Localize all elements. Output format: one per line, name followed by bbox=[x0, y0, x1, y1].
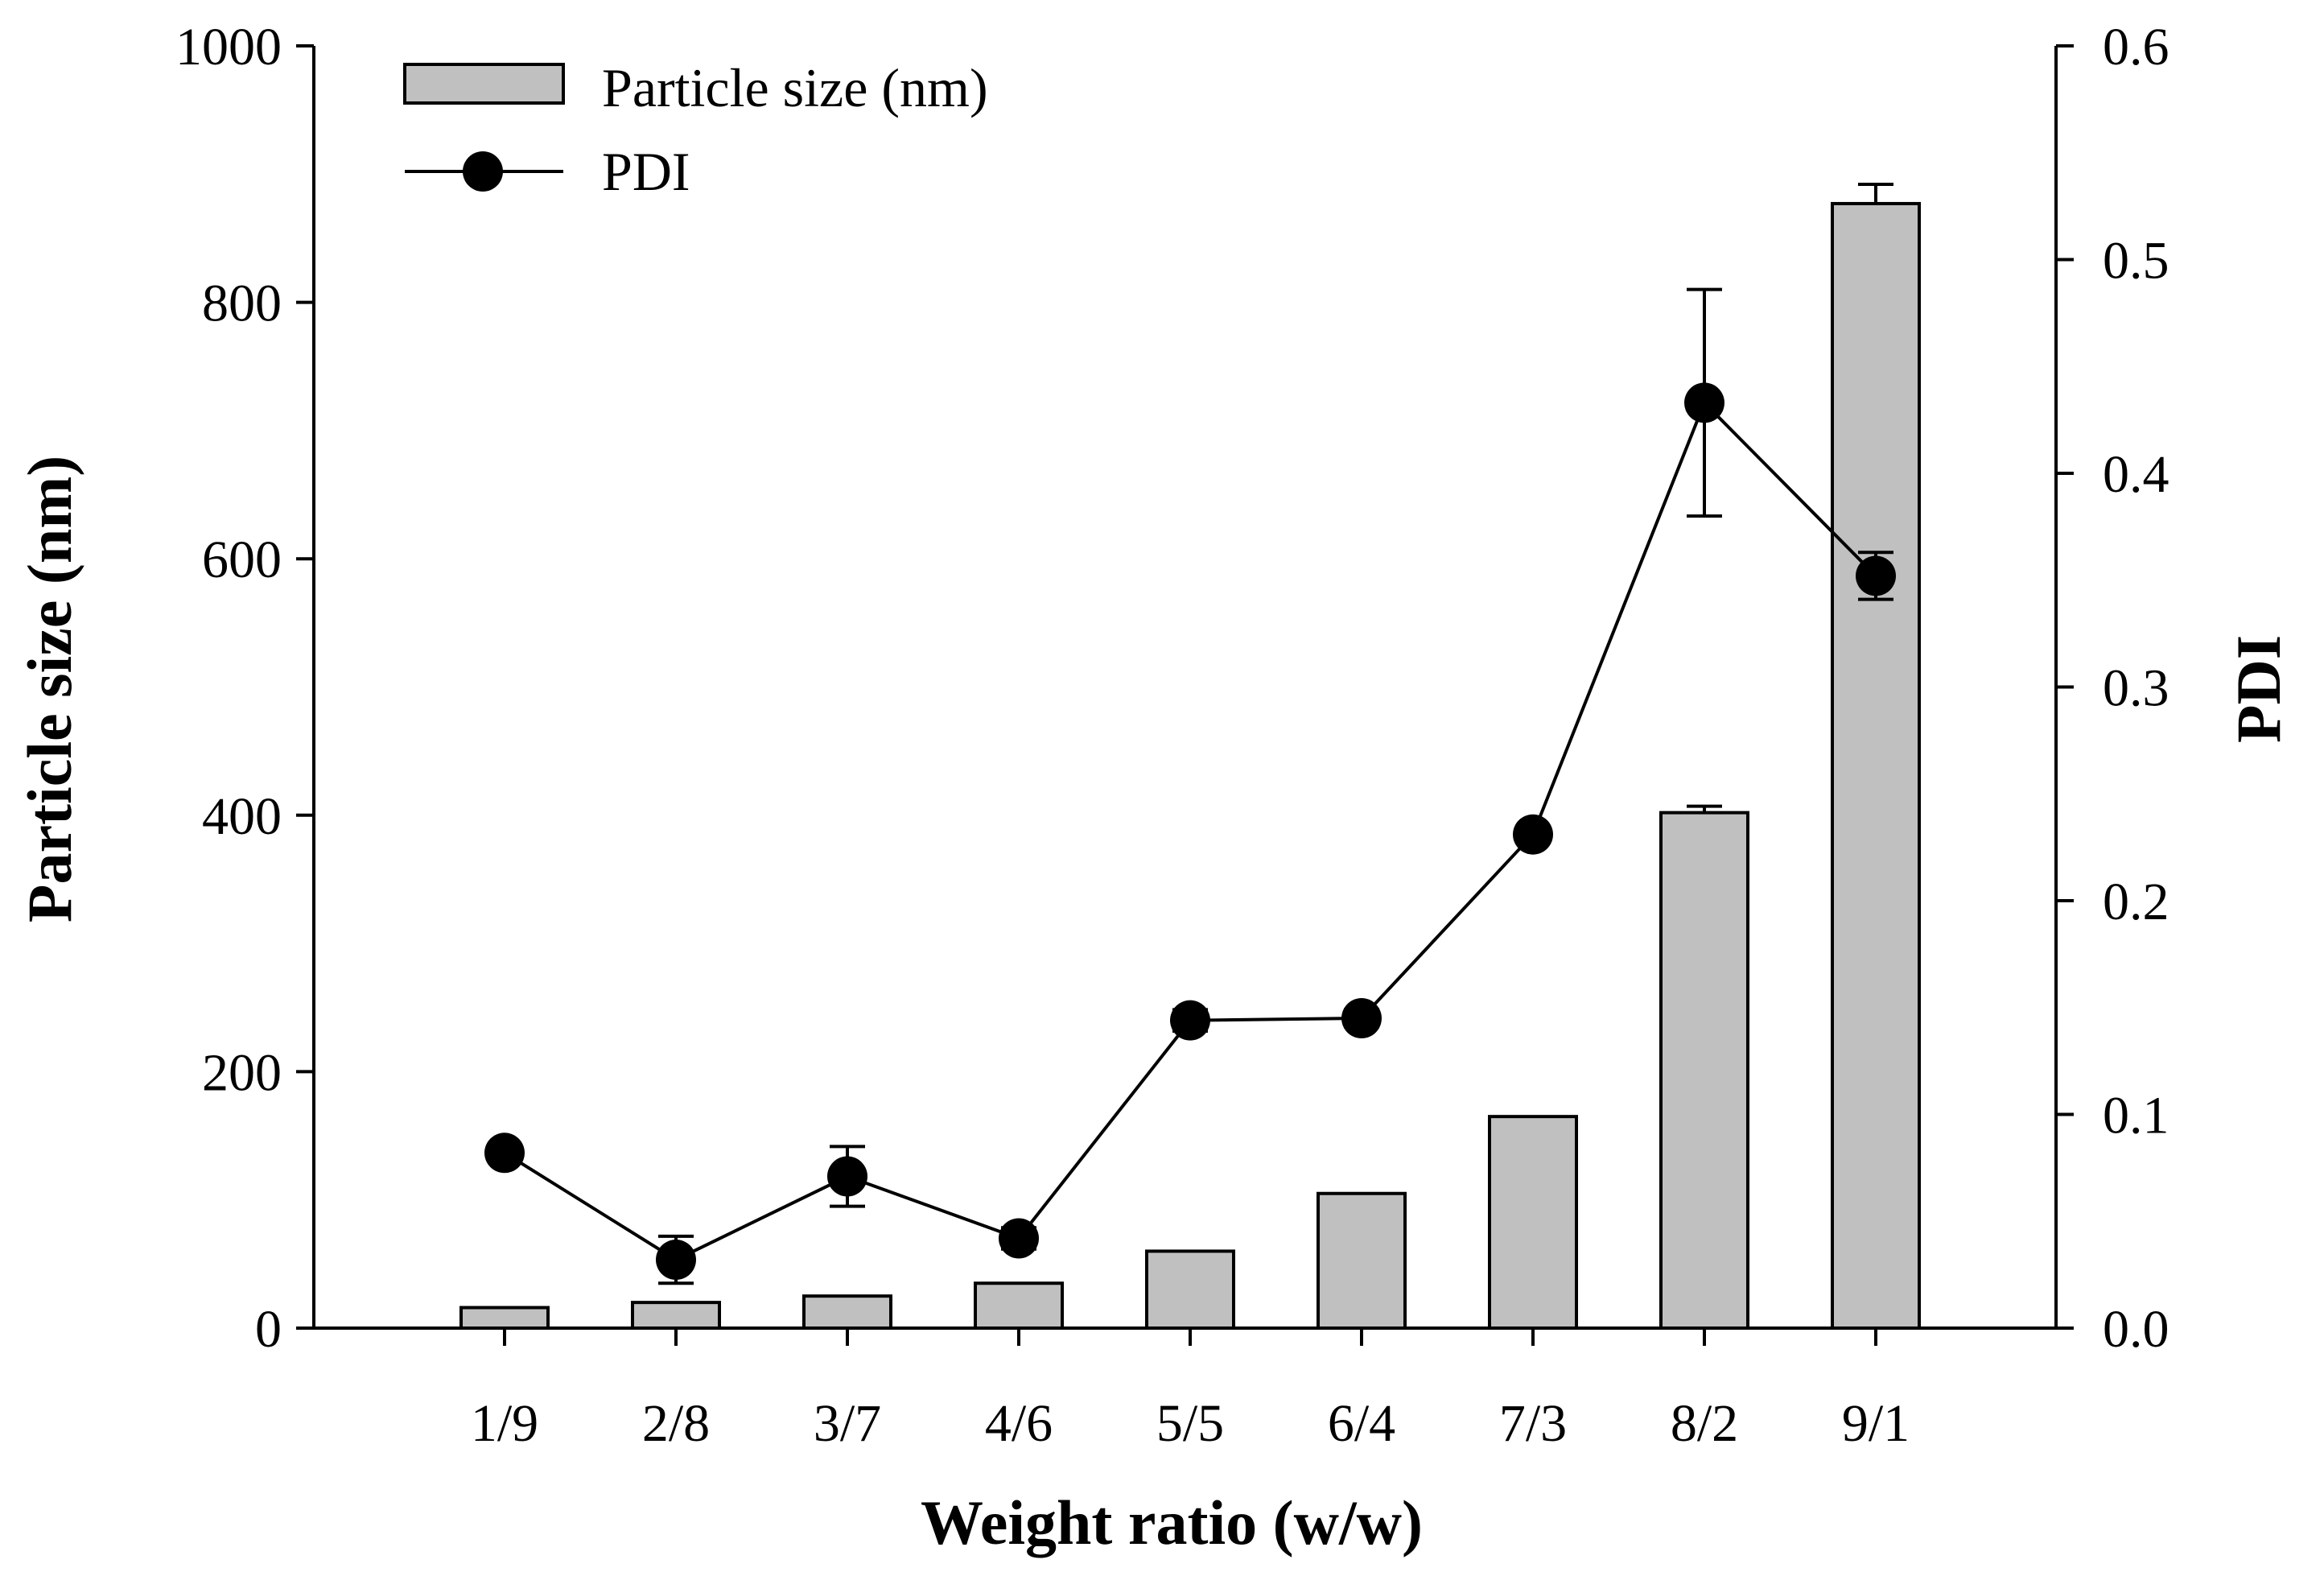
bar-1-9 bbox=[459, 1306, 550, 1330]
bar-error-bars bbox=[1687, 183, 1893, 813]
x-tick-label: 8/2 bbox=[1671, 1394, 1738, 1453]
y-left-tick-label: 0 bbox=[255, 1300, 282, 1359]
x-tick-label: 4/6 bbox=[985, 1394, 1053, 1453]
pdi-point-8-2 bbox=[1684, 382, 1724, 423]
y-left-tick-label: 400 bbox=[202, 787, 282, 846]
bar-3-7 bbox=[802, 1294, 892, 1331]
y-right-tick-label: 0.1 bbox=[2103, 1087, 2169, 1145]
legend-swatch-marker bbox=[463, 151, 503, 192]
pdi-point-3-7 bbox=[827, 1156, 867, 1197]
bar-4-6 bbox=[974, 1281, 1064, 1330]
pdi-point-7-3 bbox=[1513, 814, 1553, 855]
x-tick-label: 1/9 bbox=[471, 1394, 538, 1453]
y-right-tick-label: 0.2 bbox=[2103, 873, 2169, 931]
y-right-tick-label: 0.6 bbox=[2103, 18, 2169, 76]
y-right-tick-label: 0.0 bbox=[2103, 1300, 2169, 1359]
x-axis-title: Weight ratio (w/w) bbox=[921, 1487, 1423, 1558]
pdi-point-2-8 bbox=[656, 1240, 696, 1281]
legend-label-particle-size: Particle size (nm) bbox=[602, 57, 988, 118]
pdi-point-6-4 bbox=[1341, 998, 1382, 1039]
x-tick-label: 2/8 bbox=[642, 1394, 710, 1453]
y-right-tick-label: 0.3 bbox=[2103, 659, 2169, 718]
x-tick-label: 9/1 bbox=[1842, 1394, 1910, 1453]
pdi-point-5-5 bbox=[1170, 1000, 1210, 1041]
y-right-tick-label: 0.4 bbox=[2103, 445, 2169, 504]
pdi-point-9-1 bbox=[1856, 555, 1896, 596]
pdi-point-4-6 bbox=[999, 1218, 1039, 1259]
pdi-point-1-9 bbox=[484, 1133, 525, 1174]
y-left-tick-label: 600 bbox=[202, 530, 282, 589]
legend-swatch-bar bbox=[403, 63, 565, 105]
x-tick-label: 6/4 bbox=[1328, 1394, 1395, 1453]
y-left-axis-title: Particle size (nm) bbox=[14, 456, 84, 922]
x-tick-label: 5/5 bbox=[1156, 1394, 1224, 1453]
legend: Particle size (nm) PDI bbox=[403, 57, 988, 202]
bar-7-3 bbox=[1488, 1115, 1578, 1331]
bar-2-8 bbox=[631, 1301, 721, 1331]
bar-6-4 bbox=[1317, 1191, 1407, 1330]
legend-label-pdi: PDI bbox=[602, 141, 690, 202]
y-left-tick-label: 800 bbox=[202, 274, 282, 333]
y-right-tick-label: 0.5 bbox=[2103, 232, 2169, 291]
y-left-tick-label: 200 bbox=[202, 1043, 282, 1102]
x-tick-label: 3/7 bbox=[814, 1394, 881, 1453]
pdi-line-series bbox=[484, 287, 1896, 1285]
axes: 0 200 400 600 800 1000 0.0 0.1 0.2 0.3 0.4 0.5 0.6 1/… bbox=[175, 18, 2169, 1453]
bar-5-5 bbox=[1145, 1249, 1235, 1331]
bar-series bbox=[459, 201, 1921, 1331]
bar-8-2 bbox=[1659, 811, 1749, 1330]
x-tick-label: 7/3 bbox=[1499, 1394, 1567, 1453]
y-right-axis-title: PDI bbox=[2223, 635, 2293, 743]
y-left-tick-label: 1000 bbox=[175, 18, 282, 76]
bar-9-1 bbox=[1831, 201, 1921, 1331]
